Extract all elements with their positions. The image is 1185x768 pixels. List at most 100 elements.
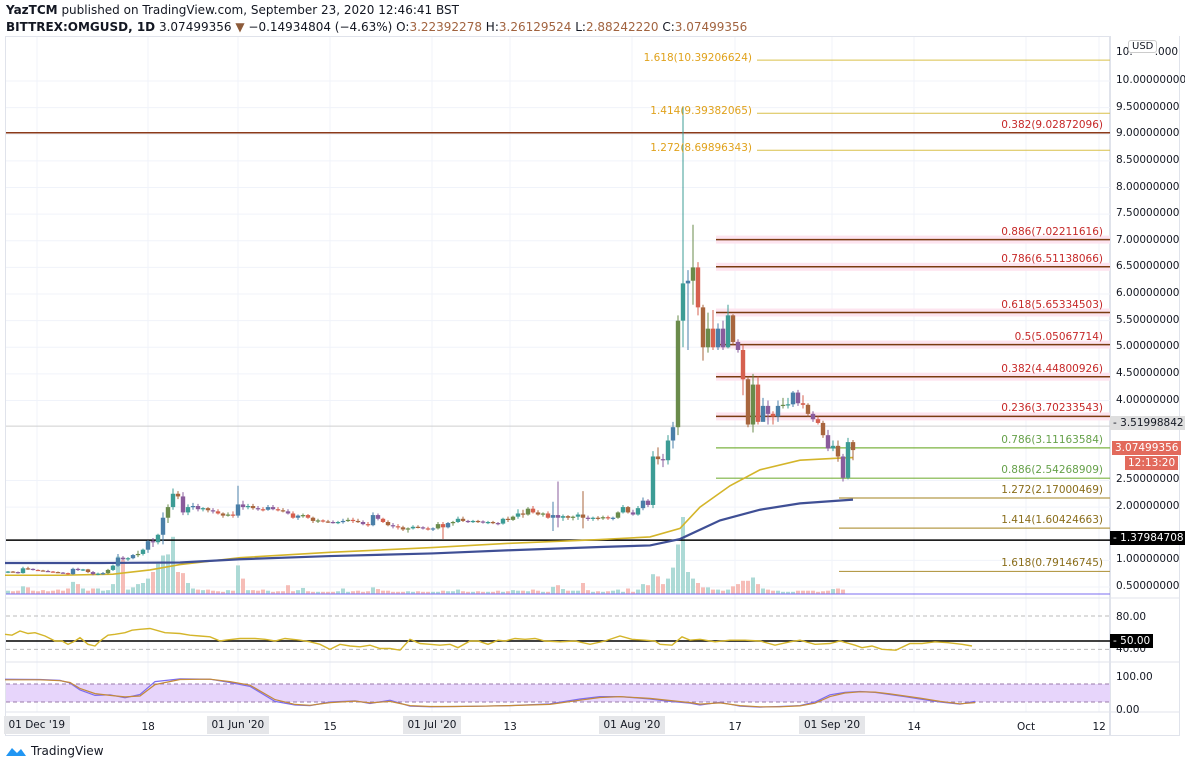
- volume-bar: [606, 591, 610, 594]
- candle-body: [370, 515, 376, 526]
- volume-bar: [281, 591, 285, 594]
- candle-body: [655, 456, 661, 460]
- volume-bar: [406, 591, 410, 594]
- publisher-name[interactable]: YazTCM: [6, 3, 58, 17]
- candle-body: [390, 525, 396, 527]
- fib-retracement-label: 0.236(3.70233543): [1001, 402, 1103, 415]
- volume-bar: [381, 590, 385, 594]
- price-tick: 4.00000000: [1116, 393, 1180, 406]
- volume-bar: [686, 572, 690, 594]
- volume-bar: [271, 591, 275, 594]
- fib-retracement-label: 0.382(4.44800926): [1001, 362, 1103, 375]
- candle-body: [645, 500, 651, 505]
- price-tick: 4.50000000: [1116, 366, 1180, 379]
- candle-body: [175, 493, 181, 497]
- time-tick: 15: [323, 721, 337, 733]
- candle-body: [820, 422, 826, 436]
- volume-bar: [76, 584, 80, 594]
- volume-bar: [136, 584, 140, 594]
- candle-body: [160, 517, 166, 535]
- candle-body: [815, 419, 821, 423]
- volume-bar: [826, 590, 830, 594]
- candle-body: [760, 405, 766, 422]
- candle-body: [750, 384, 756, 425]
- volume-bar: [601, 591, 605, 594]
- candle-body: [710, 328, 716, 348]
- close-value: 3.07499356: [674, 20, 748, 34]
- volume-bar: [691, 578, 695, 594]
- candle-body: [315, 520, 321, 522]
- candle-body: [685, 280, 691, 284]
- price-tick: 8.00000000: [1116, 180, 1180, 193]
- candle-body: [745, 379, 751, 425]
- volume-bar: [261, 589, 265, 594]
- volume-bar: [376, 589, 380, 594]
- volume-bar: [386, 590, 390, 594]
- time-tick: 18: [141, 721, 155, 733]
- candle-body: [460, 518, 466, 521]
- open-value: 3.22392278: [409, 20, 482, 34]
- high-value: 3.26129524: [498, 20, 572, 34]
- support-level-marker: - 1.37984708: [1110, 531, 1185, 545]
- candle-body: [830, 445, 836, 449]
- price-axis[interactable]: [1110, 36, 1180, 736]
- price-tick: 6.00000000: [1116, 287, 1180, 300]
- time-tick: Oct: [1017, 721, 1036, 733]
- candle-body: [85, 569, 91, 573]
- candle-body: [730, 315, 736, 342]
- candle-body: [535, 512, 541, 515]
- symbol-legend: BITTREX:OMGUSD, 1D 3.07499356 ▼ −0.14934…: [6, 20, 747, 34]
- volume-bar: [471, 591, 475, 594]
- tradingview-logo[interactable]: TradingView: [5, 744, 104, 758]
- candle-body: [235, 504, 241, 516]
- volume-bar: [106, 590, 110, 594]
- volume-bar: [196, 589, 200, 594]
- symbol-name[interactable]: BITTREX:OMGUSD, 1D: [6, 20, 156, 34]
- fib-retracement-label: 0.5(5.05067714): [1014, 330, 1103, 343]
- candle-body: [305, 515, 311, 518]
- candle-body: [590, 517, 596, 519]
- candle-body: [635, 508, 641, 515]
- volume-bar: [331, 591, 335, 594]
- price-tick: 7.50000000: [1116, 207, 1180, 220]
- volume-bar: [596, 591, 600, 594]
- price-tick: 9.50000000: [1116, 100, 1180, 113]
- chart-pane[interactable]: [5, 36, 1110, 736]
- fib-retracement-label: 0.618(5.65334503): [1001, 298, 1103, 311]
- candle-body: [790, 392, 796, 405]
- volume-bar: [551, 586, 555, 594]
- candle-body: [365, 524, 371, 526]
- volume-bar: [476, 591, 480, 594]
- candle-body: [615, 512, 621, 518]
- price-tick: 2.00000000: [1116, 500, 1180, 513]
- candle-body: [405, 528, 411, 530]
- currency-badge[interactable]: USD: [1128, 40, 1158, 53]
- candle-body: [470, 520, 476, 523]
- fib-retracement-label: 0.382(9.02872096): [1001, 118, 1103, 131]
- candle-body: [545, 513, 551, 518]
- volume-bar: [661, 584, 665, 594]
- volume-bar: [466, 591, 470, 594]
- candle-body: [220, 513, 226, 516]
- volume-bar: [481, 591, 485, 594]
- volume-bar: [11, 591, 15, 594]
- close-label: C:: [662, 20, 675, 34]
- candle-body: [495, 523, 501, 525]
- candle-body: [280, 510, 286, 512]
- volume-bar: [236, 565, 240, 594]
- candle-body: [430, 528, 436, 530]
- candle-body: [360, 521, 366, 525]
- volume-bar: [456, 589, 460, 594]
- candle-body: [660, 459, 666, 461]
- volume-bar: [176, 572, 180, 594]
- fib-extension-label: 1.272(8.69896343): [650, 142, 752, 155]
- volume-bar: [796, 590, 800, 594]
- candle-body: [445, 523, 451, 528]
- volume-bar: [16, 590, 20, 594]
- candle-body: [555, 515, 561, 518]
- candle-body: [5, 571, 11, 573]
- candle-body: [155, 534, 161, 543]
- candle-body: [65, 573, 71, 575]
- publish-info: YazTCM published on TradingView.com, Sep…: [6, 3, 459, 17]
